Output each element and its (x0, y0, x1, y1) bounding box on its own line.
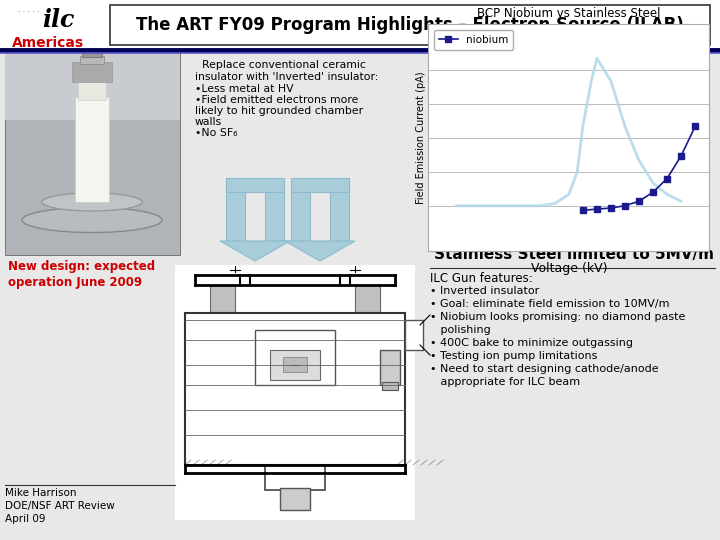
Text: •Field emitted electrons more: •Field emitted electrons more (195, 95, 359, 105)
X-axis label: Voltage (kV): Voltage (kV) (531, 262, 607, 275)
Text: . . . . .: . . . . . (18, 5, 40, 15)
Text: • Niobium looks promising: no diamond paste: • Niobium looks promising: no diamond pa… (430, 312, 685, 322)
Bar (330, 185, 349, 241)
Text: • Need to start designing cathode/anode: • Need to start designing cathode/anode (430, 364, 659, 374)
Bar (210, 285, 235, 313)
Bar (355, 285, 380, 313)
Bar (226, 185, 245, 241)
Text: polishing: polishing (430, 325, 491, 335)
Bar (175, 265, 415, 520)
Text: The ART FY09 Program Highlights – Electron Source (JLAB): The ART FY09 Program Highlights – Electr… (136, 16, 684, 34)
Text: appropriate for ILC beam: appropriate for ILC beam (430, 377, 580, 387)
Text: • Goal: eliminate field emission to 10MV/m: • Goal: eliminate field emission to 10MV… (430, 299, 670, 309)
Bar (5, 50, 180, 255)
Bar (0, 0, 720, 50)
Bar (283, 357, 307, 372)
Bar (270, 350, 320, 380)
Title: BCP Niobium vs Stainless Steel: BCP Niobium vs Stainless Steel (477, 8, 660, 21)
Text: •No SF₆: •No SF₆ (195, 128, 238, 138)
Text: Replace conventional ceramic: Replace conventional ceramic (195, 60, 366, 70)
Polygon shape (220, 241, 290, 261)
Text: Stainless Steel limited to 5MV/m: Stainless Steel limited to 5MV/m (434, 247, 714, 262)
Text: New design: expected
operation June 2009: New design: expected operation June 2009 (8, 260, 155, 289)
Polygon shape (285, 241, 355, 261)
Text: insulator with 'Inverted' insulator:: insulator with 'Inverted' insulator: (195, 72, 379, 82)
FancyBboxPatch shape (110, 5, 710, 45)
Bar (82, 50, 102, 57)
Bar (280, 488, 310, 510)
Bar (382, 382, 398, 390)
Bar (185, 313, 405, 465)
Bar (265, 465, 325, 490)
Text: likely to hit grounded chamber: likely to hit grounded chamber (195, 106, 363, 116)
Text: ILC Gun features:: ILC Gun features: (430, 272, 533, 285)
Bar (72, 62, 112, 82)
Ellipse shape (42, 193, 142, 211)
Bar (78, 80, 106, 100)
Bar (80, 56, 104, 64)
Text: Mike Harrison
DOE/NSF ART Review
April 09: Mike Harrison DOE/NSF ART Review April 0… (5, 488, 114, 524)
Text: • 400C bake to minimize outgassing: • 400C bake to minimize outgassing (430, 338, 633, 348)
Y-axis label: Field Emission Current (pA): Field Emission Current (pA) (415, 71, 426, 204)
Text: walls: walls (195, 117, 222, 127)
Ellipse shape (22, 207, 162, 233)
Text: •Less metal at HV: •Less metal at HV (195, 84, 294, 94)
Bar (226, 178, 284, 192)
Text: • Inverted insulator: • Inverted insulator (430, 286, 539, 296)
Bar (380, 350, 400, 385)
Text: Americas: Americas (12, 36, 84, 50)
Legend: niobium: niobium (433, 30, 513, 50)
Bar (291, 178, 349, 192)
Text: • Testing ion pump limitations: • Testing ion pump limitations (430, 351, 598, 361)
Bar (5, 50, 180, 120)
Bar (291, 185, 310, 241)
Bar (255, 330, 335, 385)
Bar (75, 97, 109, 202)
Bar (405, 320, 423, 350)
Bar (265, 185, 284, 241)
Text: ilc: ilc (42, 8, 74, 32)
